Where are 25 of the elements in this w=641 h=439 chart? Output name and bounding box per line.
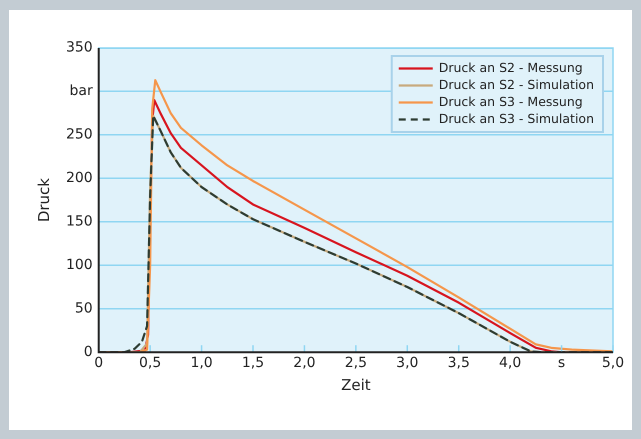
x-tick-label: 3,0: [396, 355, 418, 372]
x-tick-label: 1,5: [242, 355, 264, 372]
x-tick-label: 2,0: [293, 355, 316, 372]
x-tick-label: 0,5: [139, 355, 162, 372]
x-tick-label: 5,0: [602, 355, 624, 372]
y-tick-label: 350: [66, 40, 93, 56]
x-tick-label: 4,0: [499, 355, 522, 372]
x-tick-label: 1,0: [190, 355, 213, 372]
y-tick-label: 100: [66, 256, 93, 273]
legend-label: Druck an S2 - Simulation: [438, 76, 594, 92]
y-tick-label: 0: [84, 344, 93, 360]
legend-label: Druck an S2 - Messung: [438, 60, 583, 75]
y-tick-label: 50: [74, 300, 93, 316]
x-tick-label: 2,5: [344, 355, 367, 372]
y-tick-label: 200: [66, 170, 93, 186]
y-tick-label: bar: [69, 83, 93, 100]
y-axis-title: Druck: [34, 178, 53, 222]
x-tick-label: 0: [94, 355, 104, 372]
legend-label: Druck an S3 - Messung: [438, 94, 583, 109]
y-tick-label: 150: [66, 213, 93, 230]
x-tick-label: 3,5: [448, 355, 470, 372]
y-tick-label: 250: [66, 126, 93, 143]
x-axis-title: Zeit: [341, 376, 371, 394]
legend-label: Druck an S3 - Simulation: [438, 110, 594, 126]
x-tick-label: s: [558, 355, 566, 372]
